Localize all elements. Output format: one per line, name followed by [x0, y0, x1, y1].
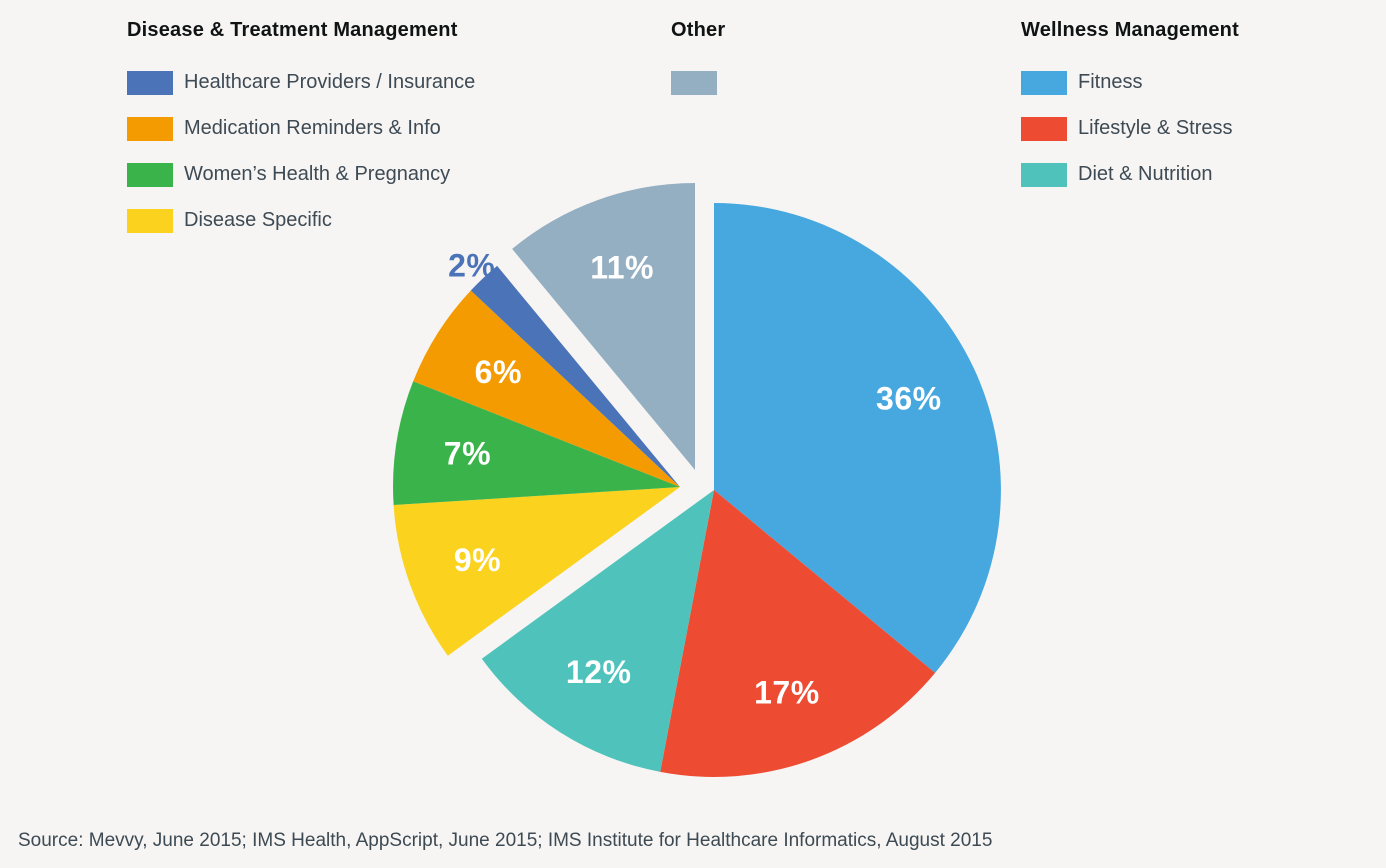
legend-item-label: Lifestyle & Stress [1078, 117, 1233, 139]
legend-item-label: Diet & Nutrition [1078, 163, 1213, 185]
legend-swatch-other [671, 70, 717, 95]
legend-group-other: Other [671, 18, 728, 116]
legend-swatch-lifestyle-stress [1021, 116, 1067, 141]
slice-label-women-s-health-pregnancy: 7% [444, 436, 491, 472]
legend-title-disease-treatment: Disease & Treatment Management [127, 19, 458, 41]
legend-swatch-healthcare-providers [127, 70, 173, 95]
slice-label-fitness: 36% [876, 381, 942, 417]
legend-group-wellness: Wellness Management Fitness Lifestyle & … [1021, 18, 1239, 208]
legend-title-wellness: Wellness Management [1021, 19, 1239, 41]
slice-label-other: 11% [590, 250, 654, 286]
pie-slice-diet-nutrition [481, 490, 714, 772]
legend-item-label: Fitness [1078, 71, 1143, 93]
legend-item-lifestyle-stress: Lifestyle & Stress [1021, 116, 1239, 141]
legend-item-disease-specific: Disease Specific [127, 208, 475, 233]
slice-label-medication-reminders-info: 6% [475, 354, 522, 390]
legend-group-disease-treatment: Disease & Treatment Management Healthcar… [127, 18, 475, 254]
slice-label-lifestyle-stress: 17% [754, 675, 820, 711]
pie-slice-healthcare-providers-insurance [470, 265, 680, 487]
source-note: Source: Mevvy, June 2015; IMS Health, Ap… [18, 830, 993, 851]
slice-label-diet-nutrition: 12% [566, 654, 632, 690]
pie-slice-lifestyle-stress [660, 490, 936, 777]
legend-item-label: Medication Reminders & Info [184, 117, 441, 139]
legend-item-medication-reminders: Medication Reminders & Info [127, 116, 475, 141]
pie-slice-other [512, 183, 695, 470]
pie-slice-disease-specific [393, 487, 680, 656]
legend-item-other [671, 70, 728, 95]
legend-title-other: Other [671, 19, 726, 41]
legend-swatch-womens-health [127, 162, 173, 187]
legend-item-label: Women’s Health & Pregnancy [184, 163, 451, 185]
slice-label-disease-specific: 9% [454, 542, 501, 578]
pie-slice-medication-reminders-info [413, 290, 680, 487]
pie-slice-fitness [714, 203, 1001, 673]
legend-item-label: Healthcare Providers / Insurance [184, 71, 476, 93]
legend-item-womens-health: Women’s Health & Pregnancy [127, 162, 475, 187]
slice-label-healthcare-providers-insurance: 2% [448, 247, 495, 283]
legend-swatch-fitness [1021, 70, 1067, 95]
pie-slice-women-s-health-pregnancy [393, 381, 680, 505]
legend-swatch-disease-specific [127, 208, 173, 233]
legend-item-diet-nutrition: Diet & Nutrition [1021, 162, 1239, 187]
legend-swatch-diet-nutrition [1021, 162, 1067, 187]
legend-item-fitness: Fitness [1021, 70, 1239, 95]
legend-item-healthcare-providers: Healthcare Providers / Insurance [127, 70, 475, 95]
legend-swatch-medication-reminders [127, 116, 173, 141]
legend-item-label: Disease Specific [184, 209, 332, 231]
